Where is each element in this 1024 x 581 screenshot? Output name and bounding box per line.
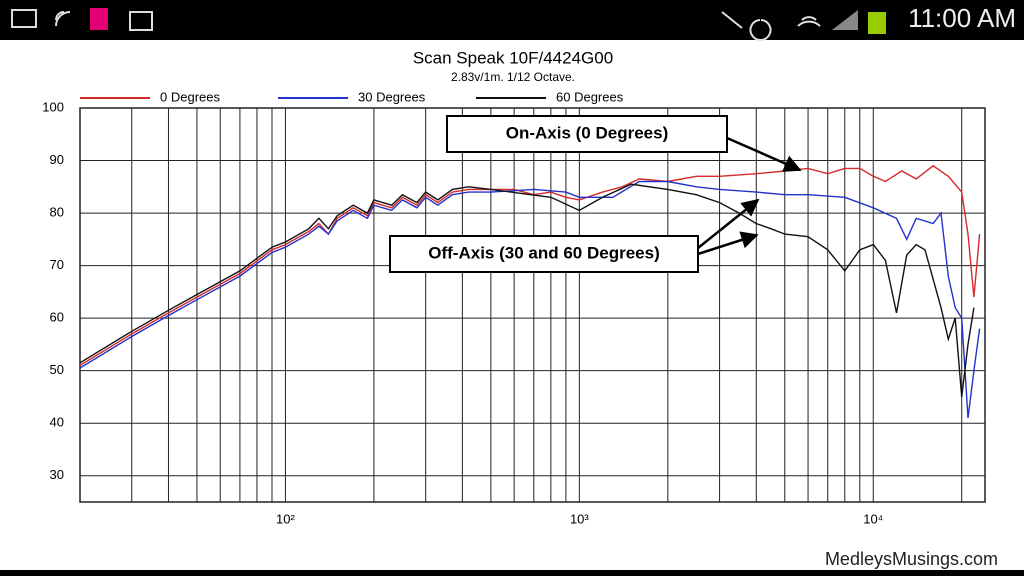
- annotation: Off-Axis (30 and 60 Degrees): [428, 243, 659, 262]
- annotation-box: [446, 115, 728, 153]
- legend-label: 30 Degrees: [358, 89, 426, 104]
- x-tick-label: 10³: [570, 511, 589, 526]
- status-icons: [11, 8, 886, 41]
- y-tick-label: 60: [50, 310, 64, 325]
- y-tick-label: 90: [50, 152, 64, 167]
- nav-bar: [0, 570, 1024, 576]
- y-tick-label: 40: [50, 415, 64, 430]
- status-time: 11:00 AM: [908, 3, 1016, 33]
- chart-subtitle: 2.83v/1m. 1/12 Octave.: [451, 70, 575, 84]
- series-line: [79, 164, 981, 366]
- x-tick-label: 10²: [276, 511, 295, 526]
- annotation-box: [389, 235, 699, 273]
- chart-title: Scan Speak 10F/4424G00: [413, 48, 613, 67]
- y-tick-label: 70: [50, 257, 64, 272]
- annotation: On-Axis (0 Degrees): [506, 123, 669, 142]
- watermark: MedleysMusings.com: [825, 549, 998, 569]
- y-tick-label: 50: [50, 362, 64, 377]
- arrows: [697, 136, 802, 256]
- plot-area: [79, 107, 986, 503]
- series-line: [79, 183, 975, 397]
- x-tick-label: 10⁴: [863, 511, 883, 526]
- legend-label: 0 Degrees: [160, 89, 220, 104]
- y-tick-label: 100: [42, 99, 64, 114]
- y-tick-label: 80: [50, 205, 64, 220]
- series-line: [79, 180, 981, 418]
- legend-label: 60 Degrees: [556, 89, 624, 104]
- y-tick-label: 30: [50, 467, 64, 482]
